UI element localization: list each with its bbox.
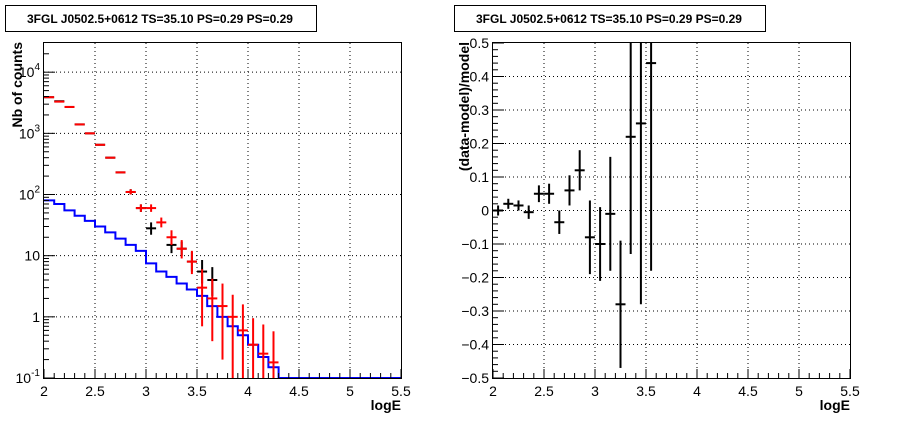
right-chart-xlabel: logE [820, 397, 850, 413]
x-tick-label: 5 [795, 383, 803, 399]
left-chart-plot [44, 96, 401, 379]
right-chart-grid [493, 43, 850, 378]
y-tick-label: 0 [481, 203, 489, 219]
x-tick-label: 3 [142, 383, 150, 399]
left-chart: 3FGL J0502.5+0612 TS=35.10 PS=0.29 PS=0.… [5, 5, 411, 413]
right-chart-title: 3FGL J0502.5+0612 TS=35.10 PS=0.29 PS=0.… [476, 12, 742, 26]
right-chart-frame [492, 42, 851, 379]
x-tick-label: 3.5 [187, 383, 207, 399]
y-tick-label: 0.4 [470, 69, 490, 85]
left-chart-ylabel: Nb of counts [9, 42, 25, 128]
right-chart-title-box [454, 5, 766, 32]
x-tick-label: 5 [346, 383, 354, 399]
right-chart-ylabel: (data-model)/model [456, 42, 472, 171]
right-chart-x-ticks: 2 2.5 3 3.5 4 4.5 5 5.5 [489, 369, 860, 399]
left-chart-x-ticks: 2 2.5 3 3.5 4 4.5 5 5.5 [40, 369, 411, 399]
x-tick-label: 2 [40, 383, 48, 399]
y-tick-label: 0.1 [470, 169, 490, 185]
x-tick-label: 5.5 [840, 383, 860, 399]
y-tick-label: 0.2 [470, 136, 490, 152]
y-tick-label: 1 [32, 309, 40, 325]
x-tick-label: 4.5 [289, 383, 309, 399]
x-tick-label: 2.5 [534, 383, 554, 399]
x-tick-label: 2.5 [85, 383, 105, 399]
left-chart-frame [43, 42, 402, 379]
y-tick-label: 0.3 [470, 102, 490, 118]
y-tick-label: 10 [24, 248, 40, 264]
right-chart-y-ticks: −0.5 −0.4 −0.3 −0.2 −0.1 0 0.1 0.2 0.3 0.4 0.5 [461, 35, 504, 386]
x-tick-label: 3.5 [636, 383, 656, 399]
x-tick-label: 4 [693, 383, 701, 399]
x-tick-label: 3 [591, 383, 599, 399]
y-tick-label: −0.2 [461, 270, 489, 286]
left-chart-title-box [5, 5, 317, 32]
y-tick-label: −0.1 [461, 236, 489, 252]
left-chart-xlabel: logE [371, 397, 401, 413]
y-tick-label: 102 [19, 185, 41, 203]
right-chart-plot [493, 43, 657, 368]
y-tick-label: −0.4 [461, 337, 489, 353]
x-tick-label: 4.5 [738, 383, 758, 399]
y-tick-label: −0.5 [461, 370, 489, 386]
left-chart-title: 3FGL J0502.5+0612 TS=35.10 PS=0.29 PS=0.… [27, 12, 293, 26]
x-tick-label: 2 [489, 383, 497, 399]
right-chart: 3FGL J0502.5+0612 TS=35.10 PS=0.29 PS=0.… [454, 5, 860, 413]
x-tick-label: 4 [244, 383, 252, 399]
y-tick-label: −0.3 [461, 303, 489, 319]
x-tick-label: 5.5 [391, 383, 411, 399]
y-tick-label: 10-1 [16, 368, 41, 386]
y-tick-label: 0.5 [470, 35, 490, 51]
model-step-line [44, 199, 401, 379]
